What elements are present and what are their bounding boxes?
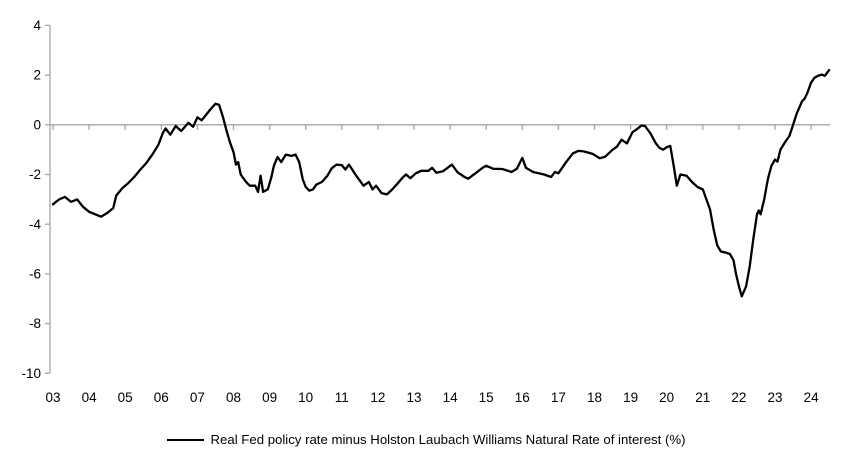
x-tick-label: 16 (515, 390, 530, 405)
x-tick-label: 22 (731, 390, 746, 405)
x-tick-label: 05 (118, 390, 133, 405)
x-tick-label: 11 (335, 390, 349, 405)
series-line (51, 68, 831, 298)
x-tick-label: 24 (804, 390, 820, 405)
x-tick-label: 10 (298, 390, 313, 405)
x-tick-label: 08 (226, 390, 241, 405)
x-tick-label: 18 (587, 390, 602, 405)
y-tick-label: 4 (33, 18, 41, 33)
x-tick-label: 07 (190, 390, 205, 405)
x-tick-label: 03 (45, 390, 60, 405)
x-tick-label: 17 (551, 390, 566, 405)
y-tick-label: 2 (33, 68, 41, 83)
y-tick-label: -10 (21, 366, 41, 381)
y-tick-label: -8 (29, 316, 41, 331)
y-tick-label: -4 (29, 217, 41, 232)
x-tick-label: 20 (659, 390, 674, 405)
y-tick-label: -2 (29, 167, 41, 182)
x-tick-label: 12 (370, 390, 385, 405)
legend: Real Fed policy rate minus Holston Lauba… (0, 432, 852, 447)
x-tick-label: 09 (262, 390, 277, 405)
x-tick-label: 06 (154, 390, 169, 405)
x-tick-label: 21 (695, 390, 710, 405)
y-tick-label: -6 (29, 267, 41, 282)
x-tick-label: 13 (406, 390, 421, 405)
x-tick-label: 15 (479, 390, 494, 405)
x-tick-label: 14 (443, 390, 459, 405)
x-tick-label: 19 (623, 390, 638, 405)
y-tick-label: 0 (33, 117, 41, 132)
legend-label: Real Fed policy rate minus Holston Lauba… (210, 432, 686, 447)
x-tick-label: 23 (767, 390, 782, 405)
x-tick-label: 04 (82, 390, 98, 405)
legend-line-swatch (166, 438, 204, 441)
